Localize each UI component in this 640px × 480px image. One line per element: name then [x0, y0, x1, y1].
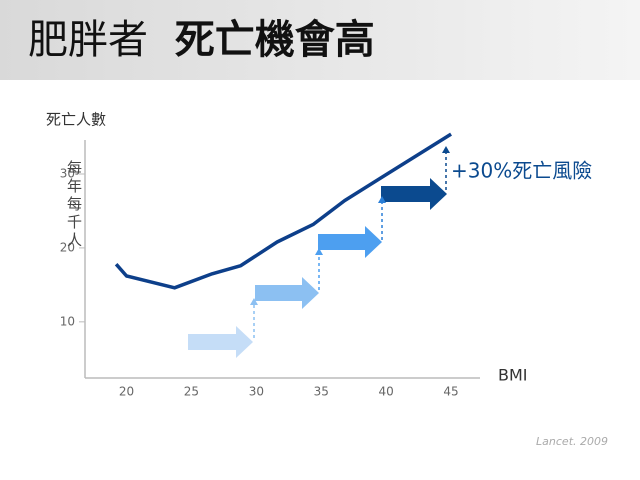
annotation: +30%死亡風險 [451, 159, 592, 183]
arrow [318, 226, 382, 258]
arrow [188, 326, 253, 358]
line [114, 132, 452, 290]
x-tick-label: 35 [314, 385, 329, 399]
y-axis-subtitle: 每年每千人 [65, 160, 83, 250]
arrow-head [315, 248, 323, 255]
title-part: 肥胖者 [28, 17, 148, 63]
title-emphasis: 死亡機會高 [175, 17, 375, 63]
x-tick-label: 45 [443, 385, 458, 399]
y-tick-label: 20 [60, 240, 75, 254]
y-tick-label: 10 [60, 314, 75, 328]
arrow [255, 277, 319, 309]
y-tick-label: 30 [60, 167, 75, 181]
title-band [0, 0, 640, 80]
arrow-head [250, 298, 258, 305]
chart-title: 肥胖者 死亡機會高 [28, 17, 375, 63]
x-axis-title: BMI [498, 366, 528, 385]
y-axis-title: 死亡人數 [46, 111, 106, 129]
arrow [381, 178, 447, 210]
x-tick-label: 30 [249, 385, 264, 399]
x-tick-label: 40 [379, 385, 394, 399]
x-tick-label: 25 [184, 385, 199, 399]
source: Lancet. 2009 [536, 435, 608, 448]
x-tick-label: 20 [119, 385, 134, 399]
arrow-head [442, 146, 450, 153]
step-arrows [188, 146, 450, 358]
arrow-head [378, 196, 386, 203]
